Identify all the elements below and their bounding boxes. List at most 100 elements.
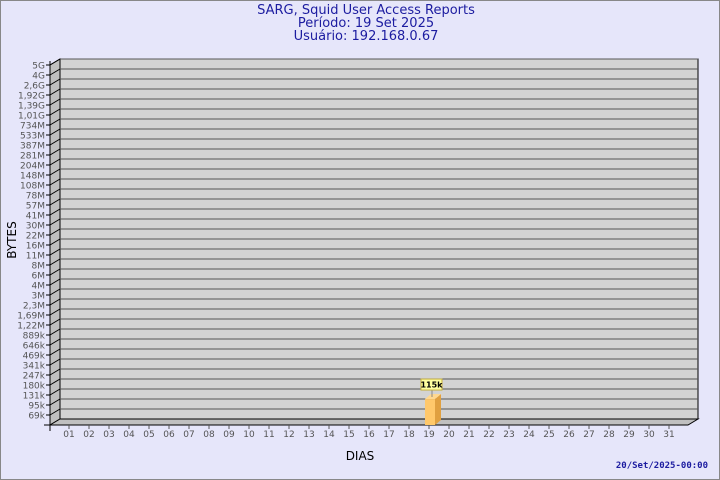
x-tick-label: 19: [423, 430, 435, 440]
gridline-side: [49, 318, 61, 326]
gridline-side: [49, 278, 61, 286]
gridline-side: [49, 328, 61, 336]
gridline-side: [49, 308, 61, 316]
chart-title: SARG, Squid User Access Reports: [257, 3, 475, 18]
gridline-side: [49, 168, 61, 176]
gridline-side: [49, 148, 61, 156]
gridline-side: [49, 338, 61, 346]
gridline-side: [49, 108, 61, 116]
x-tick-label: 28: [603, 430, 615, 440]
gridline-side: [49, 118, 61, 126]
gridline-side: [49, 228, 61, 236]
x-tick-label: 29: [623, 430, 635, 440]
y-tick-label: 57M: [26, 202, 45, 212]
gridline-side: [49, 218, 61, 226]
y-tick-label: 341k: [23, 362, 46, 372]
chart-user: Usuário: 192.168.0.67: [293, 29, 439, 44]
gridline-side: [49, 408, 61, 416]
y-tick-label: 108M: [20, 182, 45, 192]
y-tick-label: 78M: [26, 192, 45, 202]
x-tick-label: 10: [243, 430, 255, 440]
x-tick-label: 21: [463, 430, 474, 440]
generated-timestamp: 20/Set/2025-00:00: [615, 461, 708, 471]
gridline-side: [49, 128, 61, 136]
gridline-side: [49, 98, 61, 106]
gridline-side: [49, 378, 61, 386]
x-tick-label: 18: [403, 430, 415, 440]
gridline-side: [49, 138, 61, 146]
gridline-side: [49, 258, 61, 266]
x-tick-label: 09: [223, 430, 235, 440]
x-tick-label: 13: [303, 430, 314, 440]
y-tick-label: 4M: [32, 282, 46, 292]
x-axis-title: DIAS: [346, 449, 375, 463]
y-tick-label: 30M: [26, 222, 45, 232]
gridline-side: [49, 358, 61, 366]
x-tick-label: 07: [183, 430, 194, 440]
gridline-side: [49, 178, 61, 186]
y-tick-label: 6M: [32, 272, 46, 282]
x-tick-label: 08: [203, 430, 215, 440]
gridline-side: [49, 158, 61, 166]
gridline-side: [49, 208, 61, 216]
gridline-side: [49, 78, 61, 86]
y-tick-label: 1,39G: [18, 102, 45, 112]
y-tick-label: 889k: [23, 332, 46, 342]
x-tick-label: 26: [563, 430, 575, 440]
y-tick-label: 5G: [32, 62, 45, 72]
y-tick-label: 8M: [32, 262, 46, 272]
x-tick-label: 14: [323, 430, 335, 440]
x-tick-label: 15: [343, 430, 354, 440]
x-tick-label: 27: [583, 430, 594, 440]
gridline-side: [49, 68, 61, 76]
bar-label-box: [420, 378, 443, 391]
y-tick-label: 180k: [23, 382, 46, 392]
x-tick-label: 25: [543, 430, 554, 440]
y-tick-label: 1,01G: [18, 112, 45, 122]
y-tick-label: 387M: [20, 142, 45, 152]
y-tick-label: 469k: [23, 352, 46, 362]
y-tick-label: 148M: [20, 172, 45, 182]
gridline-side: [49, 238, 61, 246]
x-tick-label: 31: [663, 430, 674, 440]
y-tick-label: 646k: [23, 342, 46, 352]
bar-top: [425, 394, 441, 400]
y-tick-label: 95k: [28, 402, 45, 412]
y-tick-label: 2,3M: [23, 302, 45, 312]
y-tick-label: 16M: [26, 242, 45, 252]
x-tick-label: 03: [103, 430, 114, 440]
y-tick-label: 11M: [26, 252, 45, 262]
gridline-side: [49, 348, 61, 356]
x-tick-label: 04: [123, 430, 135, 440]
gridline-side: [49, 248, 61, 256]
gridline-side: [49, 288, 61, 296]
bar-side: [435, 394, 441, 425]
y-tick-label: 41M: [26, 212, 45, 222]
gridline-side: [49, 388, 61, 396]
bar: [425, 399, 435, 425]
x-tick-label: 06: [163, 430, 175, 440]
x-tick-label: 11: [263, 430, 274, 440]
y-tick-label: 1,69M: [17, 312, 45, 322]
y-tick-label: 3M: [32, 292, 46, 302]
x-tick-label: 24: [523, 430, 535, 440]
y-tick-label: 1,92G: [18, 92, 45, 102]
x-tick-label: 20: [443, 430, 455, 440]
plot-floor: [48, 418, 700, 426]
bar-data-label: 115k: [420, 381, 443, 390]
x-tick-label: 17: [383, 430, 394, 440]
gridline-side: [49, 188, 61, 196]
y-tick-label: 69k: [28, 412, 45, 422]
y-tick-label: 4G: [32, 72, 45, 82]
x-tick-label: 22: [483, 430, 494, 440]
y-tick-label: 1,22M: [17, 322, 45, 332]
x-tick-label: 16: [363, 430, 375, 440]
gridline-side: [49, 298, 61, 306]
gridline-side: [49, 268, 61, 276]
chart-period: Período: 19 Set 2025: [297, 16, 435, 31]
y-tick-label: 247k: [23, 372, 46, 382]
gridline-side: [49, 198, 61, 206]
y-tick-label: 533M: [20, 132, 45, 142]
gridline-side: [49, 88, 61, 96]
